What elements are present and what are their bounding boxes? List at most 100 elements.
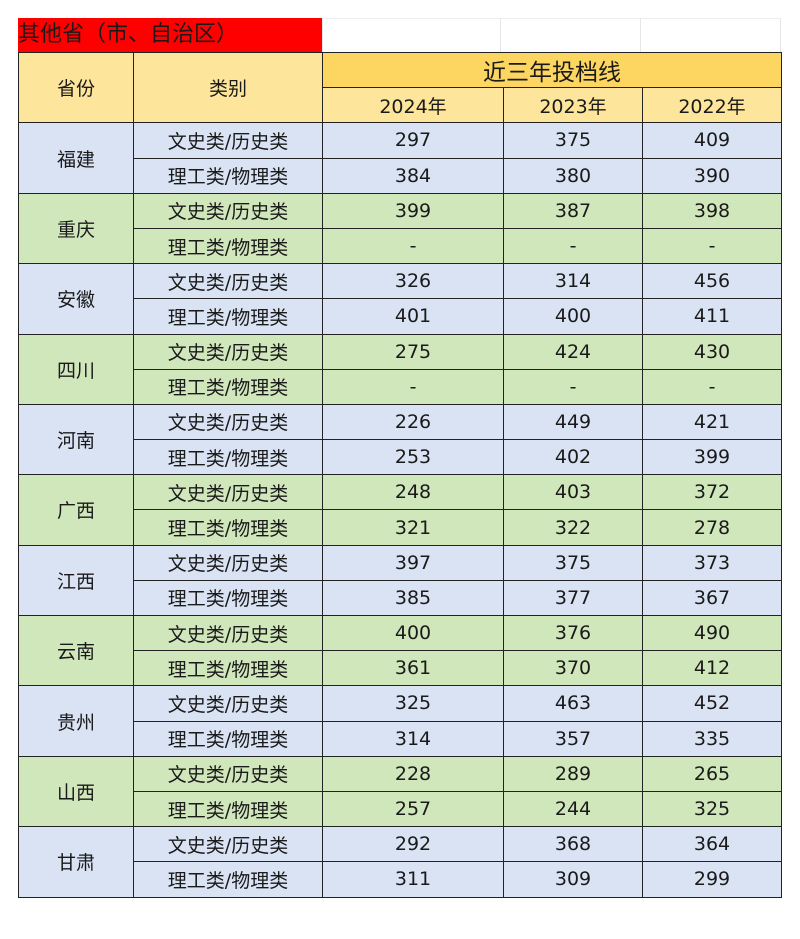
table-row: 理工类/物理类 253 402 399 xyxy=(18,439,783,476)
empty-cell xyxy=(322,18,500,52)
score-cell: 335 xyxy=(641,720,783,757)
score-cell: 400 xyxy=(322,614,504,652)
table-row: 理工类/物理类 314 357 335 xyxy=(18,720,783,757)
category-cell: 理工类/物理类 xyxy=(133,790,323,828)
table-row: 甘肃 文史类/历史类 292 368 364 xyxy=(18,826,783,898)
province-cell: 贵州 xyxy=(18,685,134,757)
category-cell: 理工类/物理类 xyxy=(133,579,323,617)
score-cell: - xyxy=(641,368,783,405)
score-cell: 421 xyxy=(641,403,783,441)
province-cell: 江西 xyxy=(18,544,134,617)
score-cell: 314 xyxy=(503,263,643,300)
title-row: 其他省（市、自治区） xyxy=(18,18,781,52)
score-cell: 368 xyxy=(503,826,643,863)
table-row: 理工类/物理类 257 244 325 xyxy=(18,790,783,828)
score-cell: 326 xyxy=(322,263,504,300)
score-cell: 430 xyxy=(641,333,783,370)
score-cell: 373 xyxy=(641,544,783,581)
category-cell: 理工类/物理类 xyxy=(133,720,323,757)
score-cell: 375 xyxy=(503,122,643,159)
header-category: 类别 xyxy=(133,51,323,124)
category-cell: 理工类/物理类 xyxy=(133,861,323,898)
score-cell: 361 xyxy=(322,650,504,687)
province-cell: 四川 xyxy=(18,333,134,405)
score-cell: 299 xyxy=(641,861,783,898)
score-cell: 409 xyxy=(641,122,783,159)
province-cell: 广西 xyxy=(18,474,134,546)
header-province: 省份 xyxy=(18,51,134,124)
score-cell: 376 xyxy=(503,614,643,652)
score-cell: 452 xyxy=(641,685,783,722)
score-cell: 397 xyxy=(322,544,504,581)
table-row: 福建 文史类/历史类 297 375 409 xyxy=(18,122,783,194)
score-cell: 399 xyxy=(322,192,504,229)
province-cell: 甘肃 xyxy=(18,826,134,898)
score-cell: 390 xyxy=(641,157,783,194)
score-cell: 248 xyxy=(322,474,504,511)
category-cell: 文史类/历史类 xyxy=(133,263,323,300)
score-cell: 297 xyxy=(322,122,504,159)
table-row: 理工类/物理类 - - - xyxy=(18,368,783,405)
province-cell: 河南 xyxy=(18,403,134,476)
category-cell: 文史类/历史类 xyxy=(133,474,323,511)
score-cell: 325 xyxy=(322,685,504,722)
category-cell: 文史类/历史类 xyxy=(133,826,323,863)
score-cell: 311 xyxy=(322,861,504,898)
table-row: 理工类/物理类 - - - xyxy=(18,227,783,265)
score-cell: 372 xyxy=(641,474,783,511)
score-cell: 398 xyxy=(641,192,783,229)
table-row: 理工类/物理类 401 400 411 xyxy=(18,298,783,335)
table-row: 河南 文史类/历史类 226 449 421 xyxy=(18,403,783,476)
header-year: 2023年 xyxy=(503,87,643,124)
score-table: 省份 类别 近三年投档线 2024年 2023年 2022年 福建 文史类/历史类… xyxy=(18,51,783,898)
score-cell: 400 xyxy=(503,298,643,335)
score-cell: 399 xyxy=(641,439,783,476)
score-cell: 325 xyxy=(641,790,783,828)
score-cell: 289 xyxy=(503,755,643,792)
score-cell: 370 xyxy=(503,650,643,687)
table-row: 理工类/物理类 321 322 278 xyxy=(18,509,783,546)
score-cell: - xyxy=(503,227,643,265)
score-cell: 403 xyxy=(503,474,643,511)
province-cell: 福建 xyxy=(18,122,134,194)
header-year: 2022年 xyxy=(641,87,783,124)
score-cell: 278 xyxy=(641,509,783,546)
empty-cell xyxy=(640,18,781,52)
category-cell: 理工类/物理类 xyxy=(133,157,323,194)
score-cell: 490 xyxy=(641,614,783,652)
score-cell: 424 xyxy=(503,333,643,370)
category-cell: 理工类/物理类 xyxy=(133,509,323,546)
province-cell: 安徽 xyxy=(18,263,134,335)
score-cell: 257 xyxy=(322,790,504,828)
category-cell: 文史类/历史类 xyxy=(133,333,323,370)
category-cell: 理工类/物理类 xyxy=(133,227,323,265)
table-row: 贵州 文史类/历史类 325 463 452 xyxy=(18,685,783,757)
score-cell: - xyxy=(503,368,643,405)
category-cell: 理工类/物理类 xyxy=(133,298,323,335)
category-cell: 文史类/历史类 xyxy=(133,685,323,722)
category-cell: 文史类/历史类 xyxy=(133,755,323,792)
score-cell: 463 xyxy=(503,685,643,722)
score-cell: 380 xyxy=(503,157,643,194)
province-cell: 重庆 xyxy=(18,192,134,265)
header-year: 2024年 xyxy=(322,87,504,124)
province-cell: 云南 xyxy=(18,614,134,687)
score-cell: 411 xyxy=(641,298,783,335)
category-cell: 理工类/物理类 xyxy=(133,439,323,476)
score-cell: 314 xyxy=(322,720,504,757)
table-row: 重庆 文史类/历史类 399 387 398 xyxy=(18,192,783,265)
category-cell: 理工类/物理类 xyxy=(133,368,323,405)
category-cell: 文史类/历史类 xyxy=(133,544,323,581)
category-cell: 文史类/历史类 xyxy=(133,614,323,652)
score-cell: 456 xyxy=(641,263,783,300)
category-cell: 理工类/物理类 xyxy=(133,650,323,687)
province-cell: 山西 xyxy=(18,755,134,828)
score-cell: 377 xyxy=(503,579,643,617)
table-row: 理工类/物理类 385 377 367 xyxy=(18,579,783,617)
score-cell: 275 xyxy=(322,333,504,370)
score-cell: 401 xyxy=(322,298,504,335)
score-cell: 322 xyxy=(503,509,643,546)
score-cell: 226 xyxy=(322,403,504,441)
score-cell: 292 xyxy=(322,826,504,863)
score-cell: 367 xyxy=(641,579,783,617)
